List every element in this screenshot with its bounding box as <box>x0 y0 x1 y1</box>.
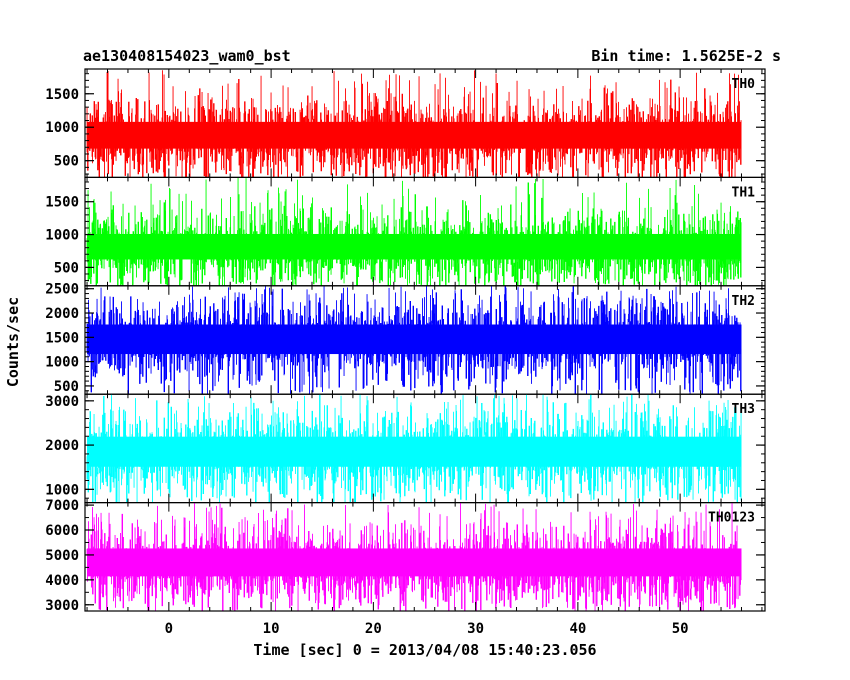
panel-frame <box>84 502 766 612</box>
series-line-th2 <box>86 285 742 395</box>
x-tick-label: 40 <box>569 621 586 637</box>
chart-title-left: ae130408154023_wam0_bst <box>83 47 291 65</box>
y-tick-label: 2000 <box>45 306 79 322</box>
series-line-th3 <box>86 394 742 503</box>
y-tick-label: 5000 <box>45 548 79 564</box>
y-tick-label: 6000 <box>45 523 79 539</box>
panel-label-th0123: TH0123 <box>708 511 755 526</box>
y-axis-label: Counts/sec <box>4 297 22 387</box>
y-tick-label: 2500 <box>45 282 79 298</box>
panel-th1: 500 1000 1500 TH1 <box>45 176 766 287</box>
panel-th0123: 3000 4000 5000 6000 7000 TH0123 <box>45 498 766 614</box>
x-tick-label: 10 <box>263 621 280 637</box>
y-tick-label: 7000 <box>45 498 79 514</box>
panel-label-th3: TH3 <box>732 402 755 417</box>
panel-th3: 1000 2000 3000 TH3 <box>45 393 766 504</box>
y-tick-label: 2000 <box>45 438 79 454</box>
series-line-th0 <box>86 70 742 178</box>
panel-label-th1: TH1 <box>732 185 756 200</box>
y-tick-label: 500 <box>54 260 79 276</box>
panels-group: 500 1000 1500 TH0 500 1000 1500 TH1 500 1000 1500 2… <box>45 68 766 614</box>
series-line-th0123 <box>86 502 742 612</box>
y-tick-label: 1000 <box>45 482 79 498</box>
x-axis-label: Time [sec] 0 = 2013/04/08 15:40:23.056 <box>253 641 596 659</box>
panel-th0: 500 1000 1500 TH0 <box>45 68 766 179</box>
chart-title-right: Bin time: 1.5625E-2 s <box>591 47 781 65</box>
y-tick-label: 500 <box>54 154 79 170</box>
x-tick-label: 0 <box>165 621 173 637</box>
x-axis: 0 10 20 30 40 50 <box>165 621 689 637</box>
y-tick-label: 1000 <box>45 228 79 244</box>
y-tick-label: 1000 <box>45 355 79 371</box>
y-tick-label: 3000 <box>45 598 79 614</box>
y-tick-label: 1500 <box>45 195 79 211</box>
y-tick-label: 4000 <box>45 573 79 589</box>
y-tick-label: 1500 <box>45 87 79 103</box>
x-tick-label: 20 <box>365 621 382 637</box>
y-tick-label: 1500 <box>45 330 79 346</box>
series-line-th1 <box>86 177 742 286</box>
y-tick-label: 500 <box>54 379 79 395</box>
panel-label-th0: TH0 <box>732 77 756 92</box>
y-tick-label: 1000 <box>45 120 79 136</box>
x-tick-label: 50 <box>672 621 689 637</box>
x-tick-label: 30 <box>467 621 484 637</box>
panel-label-th2: TH2 <box>732 294 755 309</box>
y-tick-label: 3000 <box>45 394 79 410</box>
panel-th2: 500 1000 1500 2000 2500 TH2 <box>45 282 766 395</box>
